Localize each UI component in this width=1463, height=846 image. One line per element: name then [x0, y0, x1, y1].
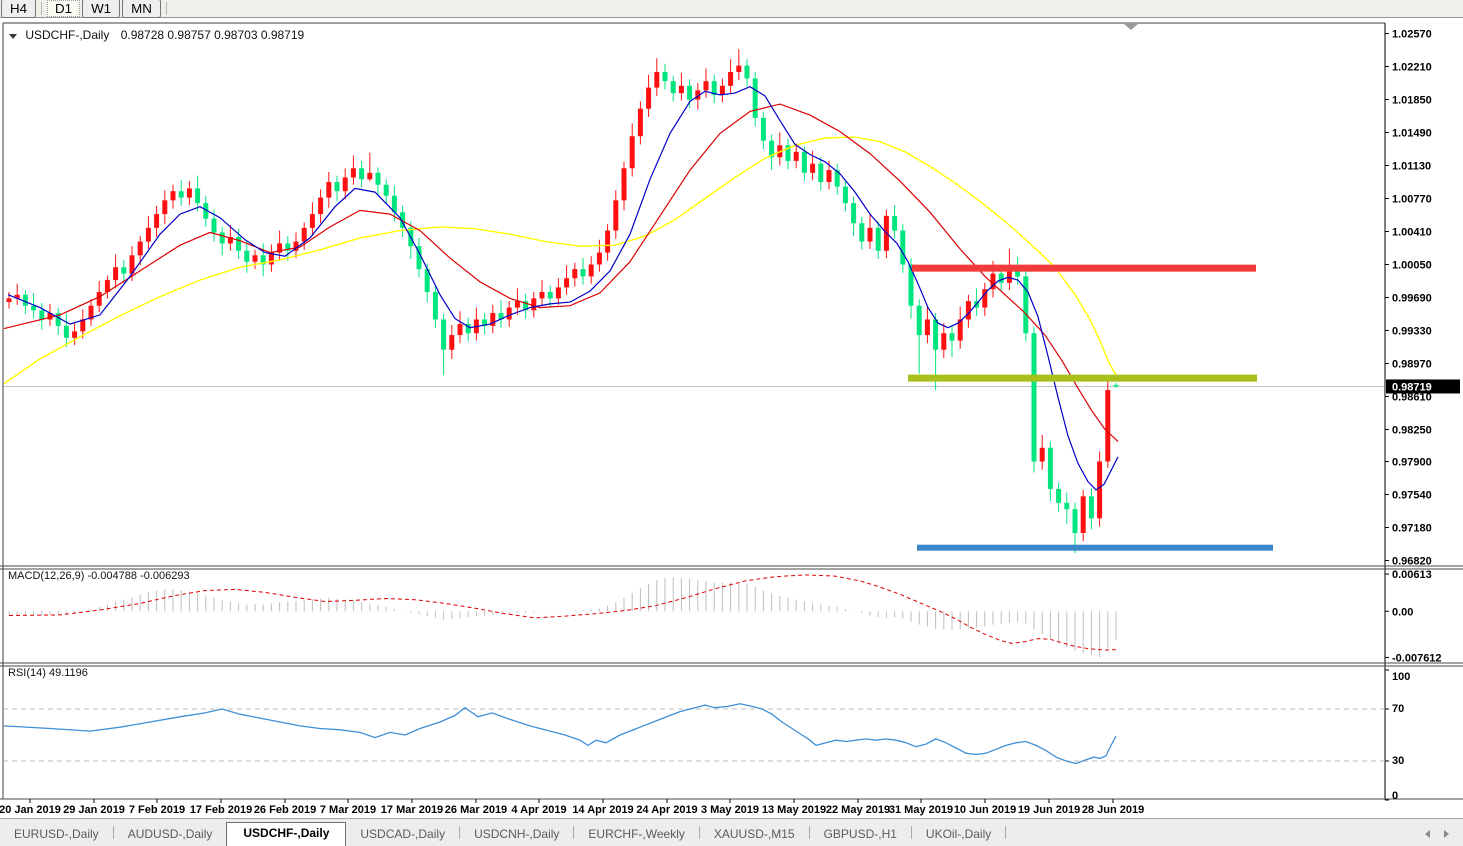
tab-ukoil-daily[interactable]: UKOil-,Daily: [925, 827, 992, 841]
svg-text:1.01490: 1.01490: [1392, 128, 1432, 140]
svg-text:100: 100: [1392, 671, 1410, 683]
chart-title: USDCHF-,Daily 0.98728 0.98757 0.98703 0.…: [9, 28, 304, 42]
tab-xauusd-m15[interactable]: XAUUSD-,M15: [713, 827, 795, 841]
svg-text:1.00050: 1.00050: [1392, 259, 1432, 271]
toolbar-separator: [165, 2, 167, 15]
tab-separator: [459, 826, 461, 839]
svg-text:26 Feb 2019: 26 Feb 2019: [254, 804, 316, 816]
svg-text:1.02570: 1.02570: [1392, 29, 1432, 41]
svg-text:4 Apr 2019: 4 Apr 2019: [511, 804, 566, 816]
ohlc-values: 0.98728 0.98757 0.98703 0.98719: [120, 28, 305, 42]
tab-separator: [910, 826, 912, 839]
symbol-period-label: USDCHF-,Daily: [25, 28, 110, 42]
svg-text:0.96820: 0.96820: [1392, 556, 1432, 568]
svg-text:0.97540: 0.97540: [1392, 490, 1432, 502]
tab-usdcad-daily[interactable]: USDCAD-,Daily: [360, 827, 446, 841]
svg-text:17 Mar 2019: 17 Mar 2019: [381, 804, 443, 816]
svg-text:30: 30: [1392, 755, 1404, 767]
svg-text:14 Apr 2019: 14 Apr 2019: [572, 804, 633, 816]
chart-canvas[interactable]: 1.02570 1.02210 1.01850 1.01490 1.01130 1.007…: [0, 0, 1463, 818]
svg-text:0.98250: 0.98250: [1392, 424, 1432, 436]
svg-text:22 May 2019: 22 May 2019: [826, 804, 890, 816]
timeframe-w1-button[interactable]: W1: [82, 0, 121, 18]
tab-separator: [573, 826, 575, 839]
chart-tab-bar: EURUSD-,Daily AUDUSD-,Daily USDCHF-,Dail…: [0, 818, 1463, 846]
tab-usdcnh-daily[interactable]: USDCNH-,Daily: [474, 827, 560, 841]
svg-text:0.00613: 0.00613: [1392, 569, 1432, 581]
svg-text:24 Apr 2019: 24 Apr 2019: [636, 804, 697, 816]
tab-separator: [1005, 826, 1007, 839]
svg-text:0: 0: [1392, 790, 1398, 802]
svg-text:7 Mar 2019: 7 Mar 2019: [320, 804, 376, 816]
tab-separator: [808, 826, 810, 839]
svg-text:3 May 2019: 3 May 2019: [701, 804, 759, 816]
svg-text:26 Mar 2019: 26 Mar 2019: [445, 804, 507, 816]
svg-text:29 Jan 2019: 29 Jan 2019: [63, 804, 125, 816]
rsi-indicator-label: RSI(14) 49.1196: [8, 667, 88, 679]
tab-eurchf-weekly[interactable]: EURCHF-,Weekly: [588, 827, 685, 841]
svg-text:1.00770: 1.00770: [1392, 194, 1432, 206]
svg-text:-0.007612: -0.007612: [1392, 652, 1442, 664]
symbol-dropdown-icon[interactable]: [9, 34, 17, 39]
svg-text:1.02210: 1.02210: [1392, 62, 1432, 74]
svg-text:13 May 2019: 13 May 2019: [762, 804, 826, 816]
svg-text:0.99330: 0.99330: [1392, 325, 1432, 337]
svg-text:0.97180: 0.97180: [1392, 523, 1432, 535]
svg-text:1.00410: 1.00410: [1392, 226, 1432, 238]
svg-text:10 Jun 2019: 10 Jun 2019: [954, 804, 1016, 816]
svg-text:0.98719: 0.98719: [1392, 381, 1432, 393]
svg-text:31 May 2019: 31 May 2019: [889, 804, 953, 816]
tab-scroll-right-icon[interactable]: [1444, 830, 1449, 838]
tab-eurusd-daily[interactable]: EURUSD-,Daily: [14, 827, 99, 841]
timeframe-mn-button[interactable]: MN: [122, 0, 161, 18]
tab-usdchf-daily[interactable]: USDCHF-,Daily: [226, 822, 347, 846]
macd-indicator-label: MACD(12,26,9) -0.004788 -0.006293: [8, 570, 190, 582]
svg-text:28 Jun 2019: 28 Jun 2019: [1082, 804, 1144, 816]
toolbar-separator: [41, 2, 43, 15]
tab-separator: [112, 826, 114, 839]
svg-text:1.01130: 1.01130: [1392, 161, 1431, 173]
svg-text:19 Jun 2019: 19 Jun 2019: [1018, 804, 1080, 816]
tab-scroll-arrows: [1425, 830, 1463, 846]
tab-scroll-left-icon[interactable]: [1425, 830, 1430, 838]
svg-text:7 Feb 2019: 7 Feb 2019: [129, 804, 185, 816]
svg-text:0.98970: 0.98970: [1392, 358, 1432, 370]
svg-text:0.97900: 0.97900: [1392, 457, 1432, 469]
svg-text:70: 70: [1392, 703, 1404, 715]
timeframe-toolbar: H4 D1 W1 MN: [0, 0, 1463, 18]
svg-text:0.99690: 0.99690: [1392, 292, 1432, 304]
tab-audusd-daily[interactable]: AUDUSD-,Daily: [127, 827, 213, 841]
timeframe-h4-button[interactable]: H4: [1, 0, 37, 18]
svg-text:0.98610: 0.98610: [1392, 391, 1432, 403]
svg-text:0.00: 0.00: [1392, 606, 1413, 618]
tab-separator: [698, 826, 700, 839]
tab-gbpusd-h1[interactable]: GBPUSD-,H1: [823, 827, 897, 841]
svg-text:17 Feb 2019: 17 Feb 2019: [190, 804, 252, 816]
svg-text:20 Jan 2019: 20 Jan 2019: [0, 804, 61, 816]
svg-text:1.01850: 1.01850: [1392, 95, 1432, 107]
timeframe-d1-button[interactable]: D1: [47, 0, 81, 17]
